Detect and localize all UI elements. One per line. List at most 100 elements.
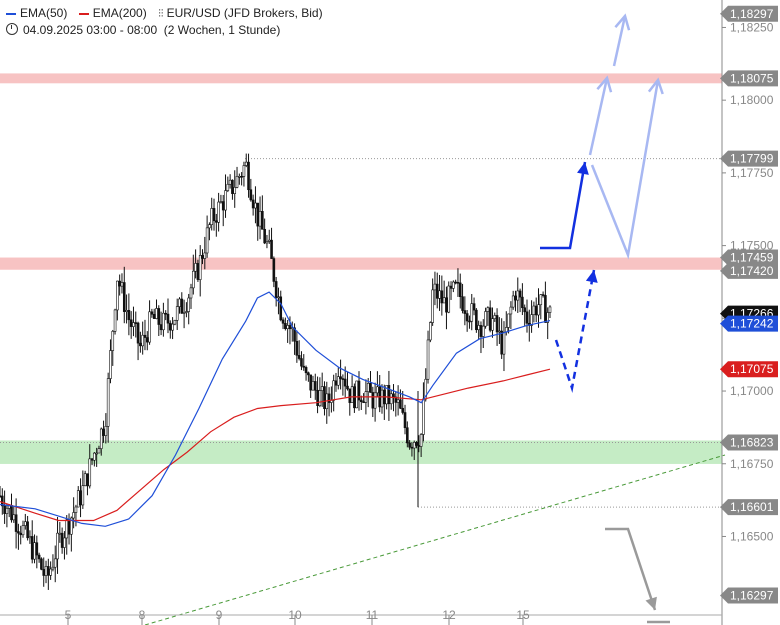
candle-body [544,295,547,323]
candle-body [3,505,6,514]
candle-body [171,323,174,331]
candle-body [231,179,234,194]
candle-body [212,208,216,222]
candle-body [175,306,179,321]
candle-body [415,442,418,446]
candle-body [318,390,322,406]
candle-body [332,380,335,401]
candle-body [521,296,524,309]
period-label: (2 Wochen, 1 Stunde) [163,23,281,37]
y-tick-label: 1,18250 [730,20,774,34]
arrow-light-3-head [647,77,664,95]
candle-body [454,281,457,284]
price-tag-1-17075: 1,17075 [720,361,778,378]
candle-body [486,307,490,312]
candle-body [406,427,409,444]
resistance-zone-1 [0,257,722,270]
arrow-light-2 [612,15,627,67]
candle-body [30,536,34,560]
candle-body [111,331,115,351]
candle-body [53,558,57,568]
arrow-light-3 [590,79,660,260]
candle-body [203,252,207,259]
candle-body [461,296,464,311]
candle-body [336,376,340,386]
candle-body [399,399,402,409]
price-tag-bg [720,150,778,167]
arrow-light-1 [588,77,609,156]
legend-ema200: EMA(200) [78,6,147,20]
price-tag-1-18297: 1,18297 [720,5,778,22]
candle-body [228,179,232,185]
candle-body [284,322,287,329]
chart-legend: EMA(50) EMA(200) ⫶⫶ EUR/USD (JFD Brokers,… [6,5,323,38]
candle-body [143,334,147,338]
candle-body [97,448,101,454]
candle-body [523,307,526,313]
candle-body [150,311,154,315]
candle-body [300,358,303,367]
candle-body [348,388,352,403]
candle-body [279,296,283,321]
candle-body [452,281,455,289]
candle-body [263,228,266,244]
price-tag-label: 1,17799 [730,152,774,166]
candle-body [159,324,163,331]
candle-body [79,490,82,506]
candle-body [99,428,103,449]
candle-body [247,161,250,191]
candle-body [166,313,170,324]
candle-body [104,425,108,436]
candle-body [293,327,296,342]
candle-body [95,452,98,455]
candle-body [251,199,255,209]
candle-body [286,325,289,329]
resistance-zone-0 [0,73,722,84]
candle-body [479,325,483,337]
candle-body [10,505,13,521]
candle-body [102,428,105,436]
y-tick-label: 1,17500 [730,239,774,253]
candle-body [539,294,543,306]
price-tag-bg [720,70,778,87]
candle-body [532,305,536,315]
candle-body [157,308,161,325]
candle-body [122,282,126,312]
x-tick-label: 11 [366,608,379,622]
candle-body [178,298,181,307]
candles-layer [0,153,552,590]
candle-body [511,295,515,308]
candle-body [261,211,264,230]
candle-body [472,303,476,311]
candle-body [63,537,66,548]
arrow-bearish [605,527,657,611]
candle-body [51,566,55,570]
price-tag-label: 1,17459 [730,251,774,265]
candle-body [109,350,112,379]
price-tag-bg [720,249,778,266]
candle-body [387,385,391,405]
candle-body [21,525,25,536]
candle-body [256,202,260,227]
timerange-label: 04.09.2025 03:00 - 08:00 [23,23,158,37]
x-tick-label: 12 [442,608,456,622]
candle-body [362,401,365,404]
candle-body [339,376,342,379]
candle-body [463,310,467,314]
candle-body [343,378,347,387]
candle-body [187,297,191,312]
price-tag-1-17459: 1,17459 [720,249,778,266]
candle-body [132,322,135,327]
candle-body [369,383,372,393]
candle-body [419,434,423,447]
y-tick-label: 1,16750 [730,457,774,471]
candle-body [323,386,326,410]
candle-body [468,320,471,323]
candle-body [488,307,492,331]
candle-body [327,393,331,403]
arrow-light-1-head [596,75,613,93]
candle-body [217,201,220,223]
candle-body [162,312,165,331]
x-tick-label: 10 [288,608,302,622]
candle-body [120,282,124,287]
